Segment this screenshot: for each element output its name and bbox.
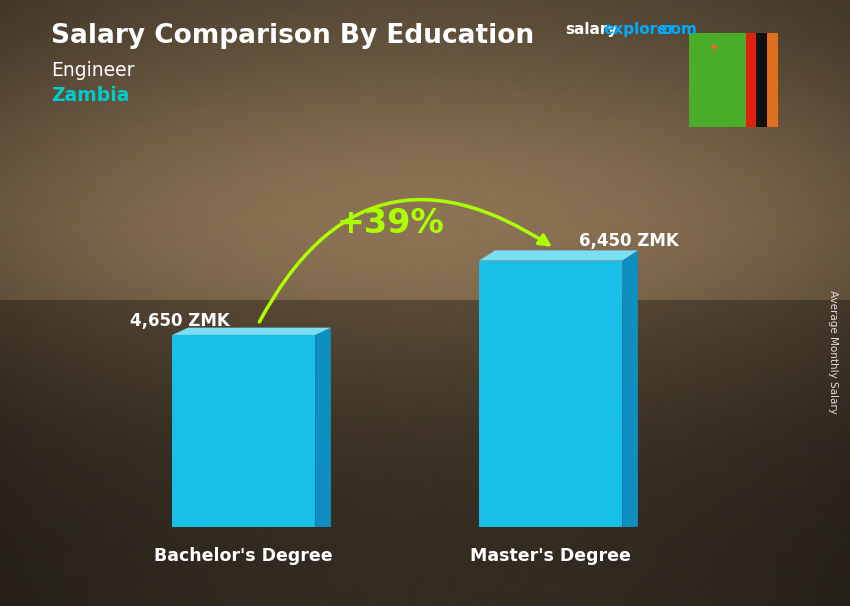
Bar [756,33,767,127]
Text: Average Monthly Salary: Average Monthly Salary [828,290,838,413]
Text: 4,650 ZMK: 4,650 ZMK [130,312,230,330]
Polygon shape [173,328,331,335]
Text: Engineer: Engineer [51,61,134,79]
Text: salary: salary [565,22,618,38]
Bar [479,261,622,527]
Bar [767,33,778,127]
Text: .com: .com [656,22,697,38]
Text: +39%: +39% [337,207,444,240]
Bar [745,33,756,127]
Text: Salary Comparison By Education: Salary Comparison By Education [51,23,534,49]
Polygon shape [479,250,638,261]
Text: 6,450 ZMK: 6,450 ZMK [580,232,679,250]
Text: Zambia: Zambia [51,86,129,105]
Bar [173,335,315,527]
Text: explorer: explorer [604,22,676,38]
Polygon shape [622,250,638,527]
Polygon shape [315,328,331,527]
Text: ✦: ✦ [708,43,719,56]
